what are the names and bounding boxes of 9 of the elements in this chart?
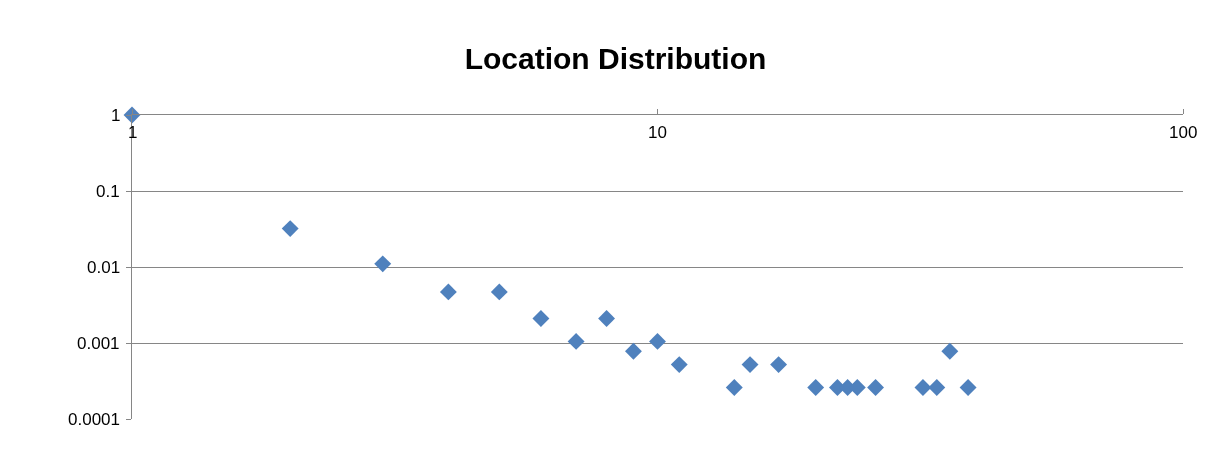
y-tick-label: 0.1 — [96, 182, 120, 201]
x-tick-label: 100 — [1169, 123, 1198, 142]
y-tick-label: 0.001 — [77, 334, 120, 353]
x-tick-label: 10 — [648, 123, 667, 142]
x-tick-label: 1 — [128, 123, 138, 142]
chart-title: Location Distribution — [464, 41, 767, 75]
y-tick-label: 1 — [111, 106, 121, 125]
y-tick-label: 0.0001 — [68, 410, 120, 429]
y-tick-label: 0.01 — [87, 258, 121, 277]
